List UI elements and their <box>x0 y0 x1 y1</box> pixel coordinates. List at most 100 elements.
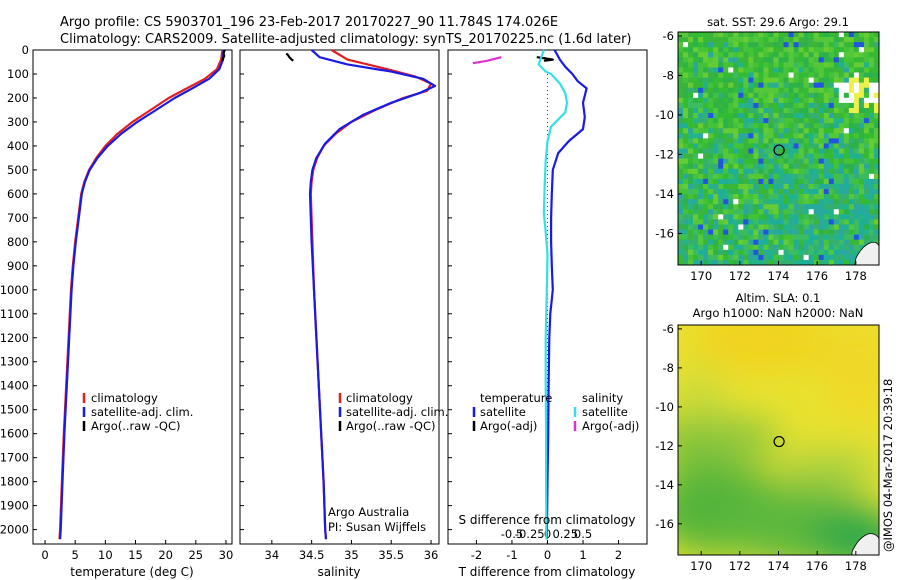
sst-cell <box>713 87 719 94</box>
sst-cell <box>718 113 724 119</box>
sst-cell <box>848 82 855 89</box>
depth-tick-label: 1600 <box>0 427 29 441</box>
sst-cell <box>713 219 719 225</box>
sst-cell <box>863 107 870 114</box>
lat-tick-label: -16 <box>655 226 674 240</box>
sst-cell <box>788 133 794 139</box>
sst-cell <box>768 219 774 225</box>
sst-cell <box>738 239 744 246</box>
sst-cell <box>863 32 870 38</box>
sst-cell <box>793 107 799 114</box>
sst-cell <box>723 143 729 149</box>
sst-cell <box>753 168 759 175</box>
sst-cell <box>708 107 714 114</box>
sst-cell <box>843 128 850 134</box>
sst-cell <box>818 138 825 144</box>
sst-cell <box>838 163 845 170</box>
sst-cell <box>698 32 704 38</box>
sst-cell <box>758 67 764 73</box>
sst-cell <box>693 97 699 104</box>
sst-cell <box>733 42 739 48</box>
sst-cell <box>778 123 784 129</box>
sst-cell <box>843 87 850 94</box>
sst-cell <box>823 102 830 109</box>
sst-cell <box>848 259 855 265</box>
sst-cell <box>768 72 774 78</box>
sst-cell <box>863 47 870 53</box>
sst-cell <box>793 153 799 159</box>
depth-tick-label: 500 <box>7 163 29 177</box>
sst-cell <box>798 259 804 265</box>
sst-cell <box>793 219 799 225</box>
sst-cell <box>728 97 734 104</box>
sst-cell <box>728 199 734 205</box>
sst-cell <box>743 189 749 195</box>
sst-cell <box>768 229 774 235</box>
sst-cell <box>683 199 689 205</box>
sst-cell <box>798 219 804 225</box>
sst-cell <box>778 229 784 235</box>
sst-cell <box>728 138 734 144</box>
sst-cell <box>723 118 729 124</box>
sst-cell <box>793 102 799 109</box>
sst-cell <box>723 82 729 89</box>
sst-cell <box>813 107 819 114</box>
sst-cell <box>783 47 789 53</box>
sst-cell <box>843 143 850 149</box>
sst-cell <box>693 133 699 139</box>
sst-cell <box>828 234 835 240</box>
sst-cell <box>783 199 789 205</box>
sst-cell <box>813 123 819 129</box>
sst-cell <box>838 57 845 63</box>
depth-tick-label: 1100 <box>0 307 29 321</box>
sst-cell <box>868 168 875 175</box>
sst-cell <box>698 168 704 175</box>
sst-cell <box>838 143 845 149</box>
sst-cell <box>828 123 835 129</box>
sst-cell <box>773 128 779 134</box>
sst-cell <box>683 183 689 190</box>
legend-climatology-label: climatology <box>346 391 413 405</box>
sst-cell <box>708 224 714 230</box>
sst-cell <box>858 77 865 83</box>
sst-cell <box>728 254 734 261</box>
sst-cell <box>743 153 749 159</box>
sst-cell <box>713 244 719 251</box>
sst-cell <box>738 97 744 104</box>
sst-cell <box>823 32 830 38</box>
sst-cell <box>823 118 830 124</box>
sst-cell <box>758 148 764 154</box>
sst-cell <box>778 234 784 240</box>
sst-cell <box>788 67 794 73</box>
temperature-panel: 0100200300400500600700800900100011001200… <box>0 43 233 579</box>
sst-cell <box>833 143 840 149</box>
depth-tick-label: 1200 <box>0 331 29 345</box>
sst-cell <box>863 67 870 73</box>
x-tick-label: 2 <box>615 548 622 562</box>
sst-cell <box>798 229 804 235</box>
sst-cell <box>868 204 875 210</box>
sst-cell <box>693 168 699 175</box>
sst-cell <box>768 123 774 129</box>
sst-cell <box>688 173 694 180</box>
sst-cell <box>833 153 840 159</box>
lon-tick-label: 174 <box>768 559 790 573</box>
sst-cell <box>868 102 875 109</box>
sst-cell <box>743 214 749 220</box>
sst-cell <box>718 214 724 220</box>
sst-cell <box>833 173 840 180</box>
sst-cell <box>863 199 870 205</box>
sst-cell <box>873 148 879 154</box>
sst-cell <box>738 37 744 43</box>
sst-cell <box>813 229 819 235</box>
sst-cell <box>783 153 789 159</box>
sst-cell <box>683 178 689 185</box>
sst-cell <box>733 178 739 185</box>
sst-cell <box>703 123 709 129</box>
sst-cell <box>683 173 689 180</box>
sst-cell <box>723 209 729 215</box>
sst-cell <box>683 82 689 89</box>
sst-cell <box>788 249 794 256</box>
sst-cell <box>828 173 835 180</box>
sst-cell <box>768 194 774 200</box>
